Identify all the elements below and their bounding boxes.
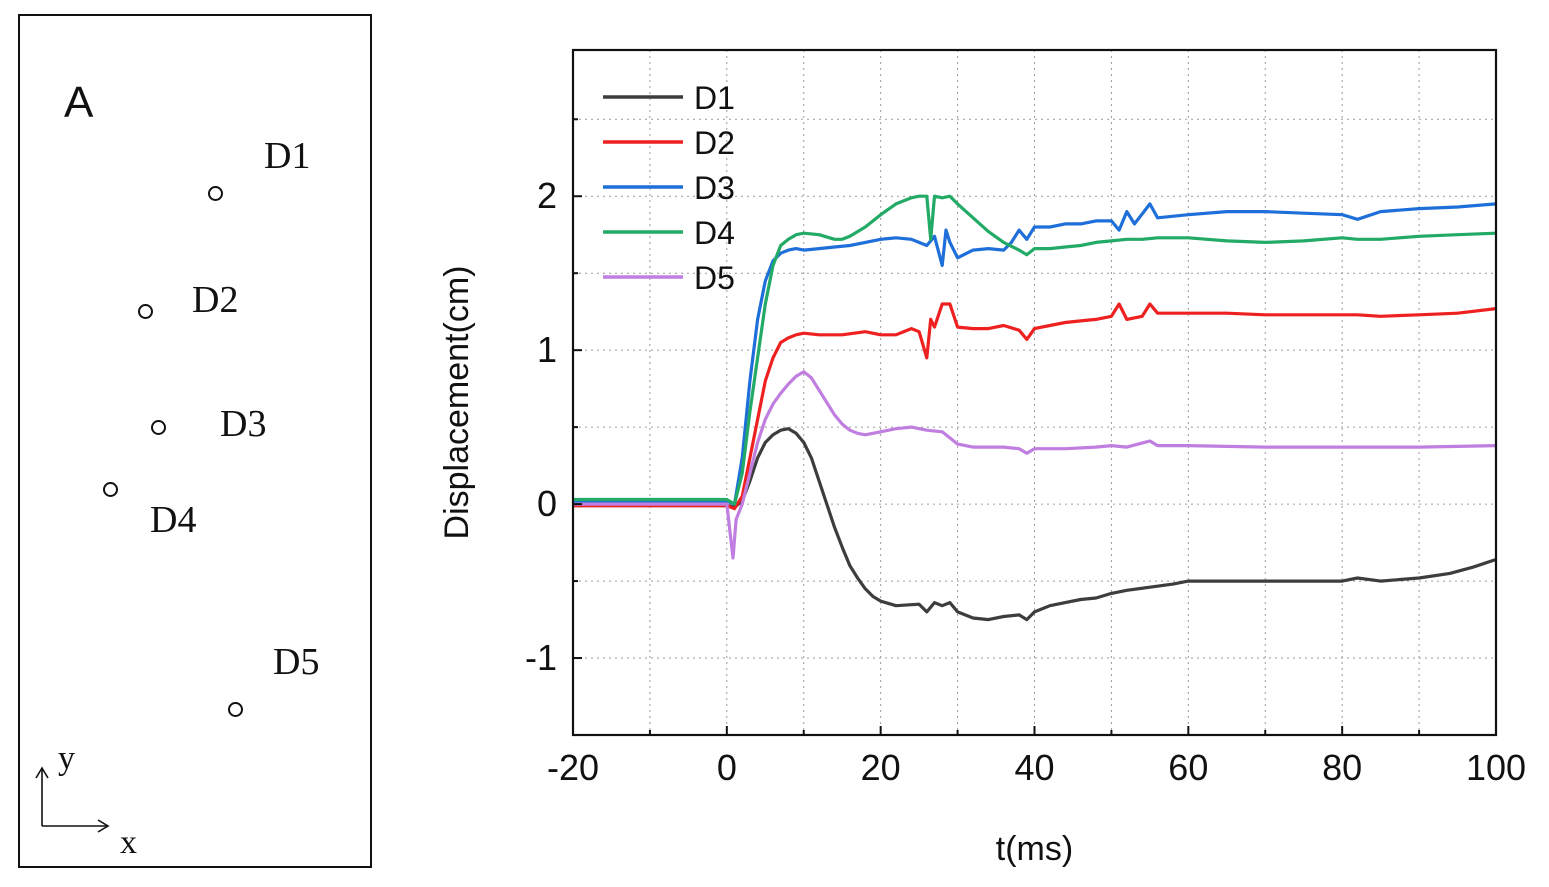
series-line-d3 xyxy=(573,202,1497,506)
sensor-marker-d2 xyxy=(138,304,153,319)
y-tick-label: -1 xyxy=(525,637,557,678)
chart-legend: D1 D2 D3 D4 D5 xyxy=(603,80,735,296)
legend-label-d5: D5 xyxy=(694,260,735,296)
sensor-marker-d1 xyxy=(208,186,223,201)
y-tick-label: 1 xyxy=(537,329,557,370)
sensor-layout-panel: A D1 D2 D3 D4 D5 y x xyxy=(18,14,372,868)
x-axis-title: t(ms) xyxy=(996,830,1073,868)
x-tick-label: 40 xyxy=(1014,747,1054,788)
legend-label-d4: D4 xyxy=(694,215,735,251)
series-line-d1 xyxy=(573,427,1497,622)
x-tick-label: 100 xyxy=(1466,747,1526,788)
legend-label-d3: D3 xyxy=(694,170,735,206)
legend-label-d2: D2 xyxy=(694,125,735,161)
series-line-d2 xyxy=(573,302,1497,511)
sensor-label-d2: D2 xyxy=(192,279,239,321)
sensor-marker-d5 xyxy=(228,702,243,717)
x-tick-label: -20 xyxy=(547,747,599,788)
panel-letter: A xyxy=(64,78,94,127)
coordinate-axes-icon xyxy=(35,766,110,833)
legend-label-d1: D1 xyxy=(694,80,735,116)
series-line-d5 xyxy=(573,370,1497,560)
sensor-marker-d3 xyxy=(151,420,166,435)
x-tick-label: 80 xyxy=(1322,747,1362,788)
axis-ticks xyxy=(573,118,1421,735)
sensor-label-d3: D3 xyxy=(220,403,267,445)
x-axis-letter: x xyxy=(120,824,137,861)
y-tick-label: 2 xyxy=(537,175,557,216)
y-tick-label: 0 xyxy=(537,483,557,524)
sensor-marker-d4 xyxy=(103,482,118,497)
x-tick-label: 20 xyxy=(861,747,901,788)
series-line-d4 xyxy=(573,194,1497,506)
chart-series-group xyxy=(573,194,1497,622)
y-axis-title: Displacement(cm) xyxy=(438,266,476,540)
axis-tick-labels: -20 0 20 40 60 80 100 -1 0 1 2 xyxy=(525,175,1526,788)
x-tick-label: 60 xyxy=(1168,747,1208,788)
x-tick-label: 0 xyxy=(717,747,737,788)
y-axis-letter: y xyxy=(58,740,75,777)
sensor-label-d1: D1 xyxy=(264,135,311,177)
sensor-label-d4: D4 xyxy=(150,499,197,541)
sensor-label-d5: D5 xyxy=(273,641,320,683)
